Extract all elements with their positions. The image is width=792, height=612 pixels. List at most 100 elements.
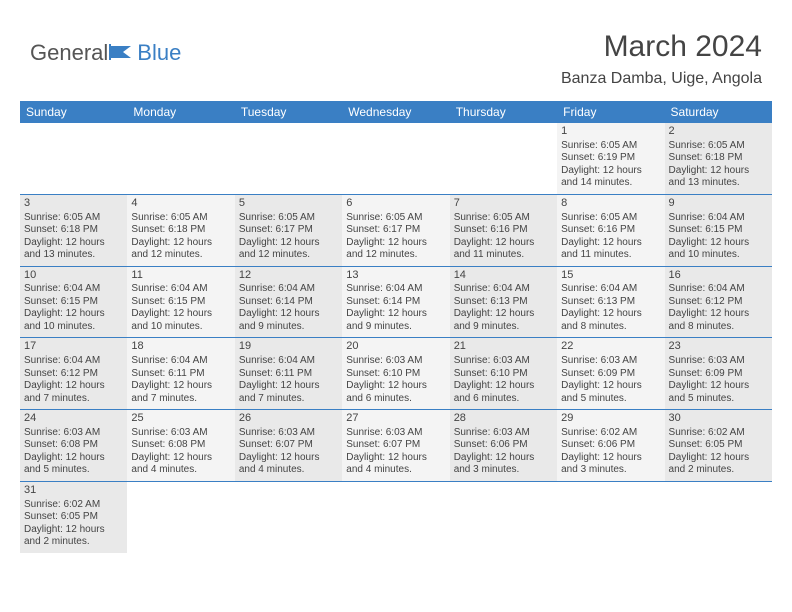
daylight-line: Daylight: 12 hours and 9 minutes. <box>454 308 553 333</box>
weekday-header: Sunday <box>20 101 127 123</box>
daylight-line: Daylight: 12 hours and 11 minutes. <box>454 237 553 262</box>
sunrise-line: Sunrise: 6:02 AM <box>561 427 660 440</box>
calendar-day-cell: 31Sunrise: 6:02 AMSunset: 6:05 PMDayligh… <box>20 481 127 553</box>
sunset-line: Sunset: 6:15 PM <box>131 296 230 309</box>
calendar-empty-cell <box>342 481 449 553</box>
daylight-line: Daylight: 12 hours and 4 minutes. <box>346 452 445 477</box>
weekday-header: Tuesday <box>235 101 342 123</box>
day-number: 7 <box>454 197 553 211</box>
sunset-line: Sunset: 6:14 PM <box>346 296 445 309</box>
sunset-line: Sunset: 6:17 PM <box>346 224 445 237</box>
day-number: 21 <box>454 340 553 354</box>
sunset-line: Sunset: 6:07 PM <box>239 439 338 452</box>
calendar-day-cell: 30Sunrise: 6:02 AMSunset: 6:05 PMDayligh… <box>665 409 772 481</box>
sunset-line: Sunset: 6:10 PM <box>454 368 553 381</box>
day-number: 9 <box>669 197 768 211</box>
daylight-line: Daylight: 12 hours and 10 minutes. <box>24 308 123 333</box>
calendar-week-row: 10Sunrise: 6:04 AMSunset: 6:15 PMDayligh… <box>20 266 772 338</box>
sunrise-line: Sunrise: 6:04 AM <box>239 283 338 296</box>
calendar-day-cell: 17Sunrise: 6:04 AMSunset: 6:12 PMDayligh… <box>20 337 127 409</box>
daylight-line: Daylight: 12 hours and 14 minutes. <box>561 165 660 190</box>
calendar-day-cell: 29Sunrise: 6:02 AMSunset: 6:06 PMDayligh… <box>557 409 664 481</box>
calendar-day-cell: 25Sunrise: 6:03 AMSunset: 6:08 PMDayligh… <box>127 409 234 481</box>
calendar-day-cell: 6Sunrise: 6:05 AMSunset: 6:17 PMDaylight… <box>342 194 449 266</box>
sunrise-line: Sunrise: 6:03 AM <box>239 427 338 440</box>
calendar-day-cell: 15Sunrise: 6:04 AMSunset: 6:13 PMDayligh… <box>557 266 664 338</box>
sunset-line: Sunset: 6:15 PM <box>669 224 768 237</box>
daylight-line: Daylight: 12 hours and 4 minutes. <box>239 452 338 477</box>
calendar-empty-cell <box>235 123 342 194</box>
day-number: 10 <box>24 269 123 283</box>
daylight-line: Daylight: 12 hours and 7 minutes. <box>239 380 338 405</box>
sunrise-line: Sunrise: 6:05 AM <box>454 212 553 225</box>
day-number: 27 <box>346 412 445 426</box>
sunset-line: Sunset: 6:08 PM <box>131 439 230 452</box>
day-number: 6 <box>346 197 445 211</box>
day-number: 30 <box>669 412 768 426</box>
day-number: 20 <box>346 340 445 354</box>
sunset-line: Sunset: 6:06 PM <box>454 439 553 452</box>
day-number: 12 <box>239 269 338 283</box>
sunrise-line: Sunrise: 6:03 AM <box>454 427 553 440</box>
sunrise-line: Sunrise: 6:05 AM <box>131 212 230 225</box>
daylight-line: Daylight: 12 hours and 10 minutes. <box>131 308 230 333</box>
sunset-line: Sunset: 6:09 PM <box>669 368 768 381</box>
calendar-day-cell: 20Sunrise: 6:03 AMSunset: 6:10 PMDayligh… <box>342 337 449 409</box>
calendar-empty-cell <box>342 123 449 194</box>
sunrise-line: Sunrise: 6:05 AM <box>561 212 660 225</box>
day-number: 11 <box>131 269 230 283</box>
daylight-line: Daylight: 12 hours and 12 minutes. <box>239 237 338 262</box>
location-text: Banza Damba, Uige, Angola <box>561 70 762 88</box>
day-number: 26 <box>239 412 338 426</box>
daylight-line: Daylight: 12 hours and 5 minutes. <box>561 380 660 405</box>
daylight-line: Daylight: 12 hours and 8 minutes. <box>669 308 768 333</box>
day-number: 24 <box>24 412 123 426</box>
calendar-table: Sunday Monday Tuesday Wednesday Thursday… <box>20 101 772 553</box>
calendar-day-cell: 27Sunrise: 6:03 AMSunset: 6:07 PMDayligh… <box>342 409 449 481</box>
sunset-line: Sunset: 6:05 PM <box>24 511 123 524</box>
calendar-day-cell: 11Sunrise: 6:04 AMSunset: 6:15 PMDayligh… <box>127 266 234 338</box>
sunrise-line: Sunrise: 6:02 AM <box>24 499 123 512</box>
calendar-day-cell: 8Sunrise: 6:05 AMSunset: 6:16 PMDaylight… <box>557 194 664 266</box>
sunrise-line: Sunrise: 6:05 AM <box>239 212 338 225</box>
day-number: 23 <box>669 340 768 354</box>
weekday-header: Saturday <box>665 101 772 123</box>
sunset-line: Sunset: 6:18 PM <box>24 224 123 237</box>
flag-icon <box>109 40 135 66</box>
sunrise-line: Sunrise: 6:04 AM <box>669 212 768 225</box>
calendar-day-cell: 13Sunrise: 6:04 AMSunset: 6:14 PMDayligh… <box>342 266 449 338</box>
sunrise-line: Sunrise: 6:05 AM <box>561 140 660 153</box>
sunrise-line: Sunrise: 6:04 AM <box>454 283 553 296</box>
daylight-line: Daylight: 12 hours and 12 minutes. <box>131 237 230 262</box>
sunrise-line: Sunrise: 6:04 AM <box>346 283 445 296</box>
daylight-line: Daylight: 12 hours and 3 minutes. <box>454 452 553 477</box>
sunset-line: Sunset: 6:18 PM <box>669 152 768 165</box>
calendar-day-cell: 10Sunrise: 6:04 AMSunset: 6:15 PMDayligh… <box>20 266 127 338</box>
calendar-week-row: 24 Sunrise: 6:03 AM Sunset: 6:08 PM Dayligh… <box>20 409 772 481</box>
daylight-line: Daylight: 12 hours and 6 minutes. <box>454 380 553 405</box>
daylight-line: Daylight: 12 hours and 5 minutes. <box>669 380 768 405</box>
calendar-week-row: 3Sunrise: 6:05 AMSunset: 6:18 PMDaylight… <box>20 194 772 266</box>
calendar-week-row: 1Sunrise: 6:05 AMSunset: 6:19 PMDaylight… <box>20 123 772 194</box>
daylight-line: Daylight: 12 hours and 8 minutes. <box>561 308 660 333</box>
sunrise-line: Sunrise: 6:04 AM <box>239 355 338 368</box>
sunset-line: Sunset: 6:18 PM <box>131 224 230 237</box>
sunrise-line: Sunrise: 6:03 AM <box>669 355 768 368</box>
day-number: 8 <box>561 197 660 211</box>
day-number: 5 <box>239 197 338 211</box>
day-number: 31 <box>24 484 123 498</box>
weekday-header: Monday <box>127 101 234 123</box>
sunrise-line: Sunrise: 6:05 AM <box>24 212 123 225</box>
sunset-line: Sunset: 6:10 PM <box>346 368 445 381</box>
page-title: March 2024 <box>561 30 762 64</box>
day-number: 4 <box>131 197 230 211</box>
day-number: 13 <box>346 269 445 283</box>
sunset-line: Sunset: 6:13 PM <box>561 296 660 309</box>
calendar-day-cell: 18Sunrise: 6:04 AMSunset: 6:11 PMDayligh… <box>127 337 234 409</box>
weekday-header: Thursday <box>450 101 557 123</box>
sunrise-line: Sunrise: 6:02 AM <box>669 427 768 440</box>
calendar-empty-cell <box>450 481 557 553</box>
day-number: 22 <box>561 340 660 354</box>
calendar-day-cell: 12Sunrise: 6:04 AMSunset: 6:14 PMDayligh… <box>235 266 342 338</box>
daylight-line: Daylight: 12 hours and 9 minutes. <box>239 308 338 333</box>
